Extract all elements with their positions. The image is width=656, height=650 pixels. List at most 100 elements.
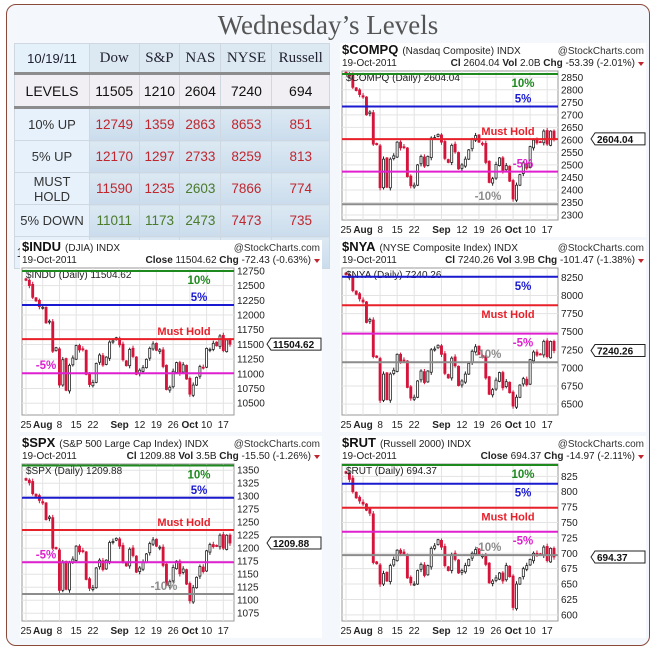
- candle: [158, 546, 162, 549]
- row-label: 5% DOWN: [14, 204, 90, 237]
- candle: [429, 137, 433, 158]
- cell: 774: [271, 172, 330, 205]
- candle: [198, 566, 202, 577]
- row-label: 5% UP: [14, 140, 90, 173]
- candle: [521, 162, 525, 174]
- candle: [382, 158, 385, 189]
- col-russell: Russell: [271, 43, 330, 74]
- plot-area: [341, 463, 559, 622]
- y-tick-label: 725: [561, 533, 578, 544]
- cell: 12749: [89, 107, 140, 141]
- candle: [392, 155, 396, 159]
- y-tick-label: 1325: [237, 479, 260, 490]
- candle: [104, 559, 108, 570]
- chart-compq: $COMPQ (Nasdaq Composite) INDX @StockChart…: [340, 42, 646, 237]
- candle: [463, 373, 467, 383]
- x-tick-label: 8: [57, 420, 63, 431]
- candle: [54, 347, 58, 352]
- candle: [378, 145, 382, 189]
- plot-area: [341, 267, 559, 416]
- candles: [344, 470, 556, 611]
- x-tick-label: 10: [525, 626, 537, 637]
- stat-value: 3.5B: [196, 451, 217, 462]
- candle: [151, 343, 155, 350]
- x-tick-label: 26: [490, 420, 502, 431]
- candle: [545, 130, 549, 145]
- chart-symbol: $NYA: [342, 240, 376, 254]
- x-tick-label: 10: [525, 420, 537, 431]
- candle: [34, 493, 38, 497]
- candle: [181, 568, 185, 573]
- candle: [382, 373, 385, 401]
- level-row: MUST HOLD 11590 1235 2603 7866 774: [14, 172, 330, 205]
- x-tick-label: Sep: [432, 626, 450, 637]
- candle: [484, 555, 488, 565]
- y-tick-label: 7000: [561, 363, 584, 374]
- last-value: 11504.62: [273, 340, 315, 351]
- chart-symbol: $INDU: [22, 240, 61, 254]
- candle: [508, 165, 512, 182]
- stat-value: 694.37: [511, 451, 542, 462]
- level-row: 5% UP 12170 1297 2733 8259 813: [14, 140, 330, 173]
- candle: [361, 299, 365, 303]
- y-tick-label: 750: [561, 518, 578, 529]
- y-tick-label: 2850: [561, 73, 584, 84]
- x-tick-label: 8: [377, 225, 383, 236]
- cell: 694: [271, 72, 330, 109]
- cell: 11590: [89, 172, 140, 205]
- stat-label: Chg: [535, 255, 560, 266]
- candle: [54, 547, 58, 550]
- stat-label: Vol: [176, 451, 196, 462]
- candle: [525, 565, 529, 570]
- candle: [27, 479, 31, 484]
- level-label: -5%: [513, 159, 533, 171]
- candle: [446, 374, 450, 379]
- candle: [121, 545, 125, 563]
- chart-date: 19-Oct-2011: [342, 451, 397, 462]
- candle: [44, 306, 48, 324]
- candle: [487, 562, 491, 584]
- x-tick-label: 17: [542, 420, 554, 431]
- candle: [467, 149, 471, 160]
- y-tick-label: 12750: [237, 266, 265, 277]
- x-tick-label: 19: [473, 626, 485, 637]
- y-tick-label: 7250: [561, 345, 584, 356]
- candle: [361, 95, 365, 98]
- chart-indu: $INDU (DJIA) INDX @StockCharts.com 19-Oct-2…: [20, 239, 322, 432]
- y-tick-label: 11500: [237, 340, 265, 351]
- candle: [474, 549, 478, 555]
- y-tick-label: 10750: [237, 384, 265, 395]
- cell: 1235: [138, 172, 181, 205]
- candle: [371, 112, 375, 145]
- x-tick-label: Sep: [110, 420, 128, 431]
- chart-symbol: $COMPQ: [342, 43, 398, 57]
- candle: [450, 357, 454, 379]
- candle: [501, 372, 505, 389]
- x-tick-label: Sep: [432, 420, 450, 431]
- y-tick-label: 1250: [237, 518, 260, 529]
- x-tick-label: Oct: [505, 225, 522, 236]
- candle: [205, 550, 209, 572]
- candle: [98, 559, 101, 568]
- stat-value: -14.97 (-2.11%): [566, 451, 635, 462]
- x-tick-label: Oct: [182, 626, 199, 637]
- y-tick-label: 1125: [237, 583, 259, 594]
- y-tick-label: 8250: [561, 273, 584, 284]
- x-tick-label: Oct: [505, 420, 522, 431]
- candle: [368, 111, 372, 115]
- chart-spx: $SPX (S&P 500 Large Cap Index) INDX @Stock…: [20, 435, 322, 638]
- x-tick-label: Aug: [353, 225, 372, 236]
- candle: [358, 496, 362, 502]
- candle: [525, 163, 529, 169]
- candle: [491, 389, 495, 396]
- y-tick-label: 2600: [561, 135, 584, 146]
- stat-value: 11504.62: [176, 255, 217, 266]
- chart-nya: $NYA (NYSE Composite Index) INDX @StockCha…: [340, 239, 646, 432]
- y-tick-label: 2400: [561, 185, 584, 196]
- x-tick-label: 12: [134, 626, 146, 637]
- candle: [221, 334, 225, 351]
- level-label: Must Hold: [481, 126, 534, 138]
- col-nyse: NYSE: [220, 43, 273, 74]
- candle: [144, 358, 148, 369]
- candle: [422, 564, 426, 576]
